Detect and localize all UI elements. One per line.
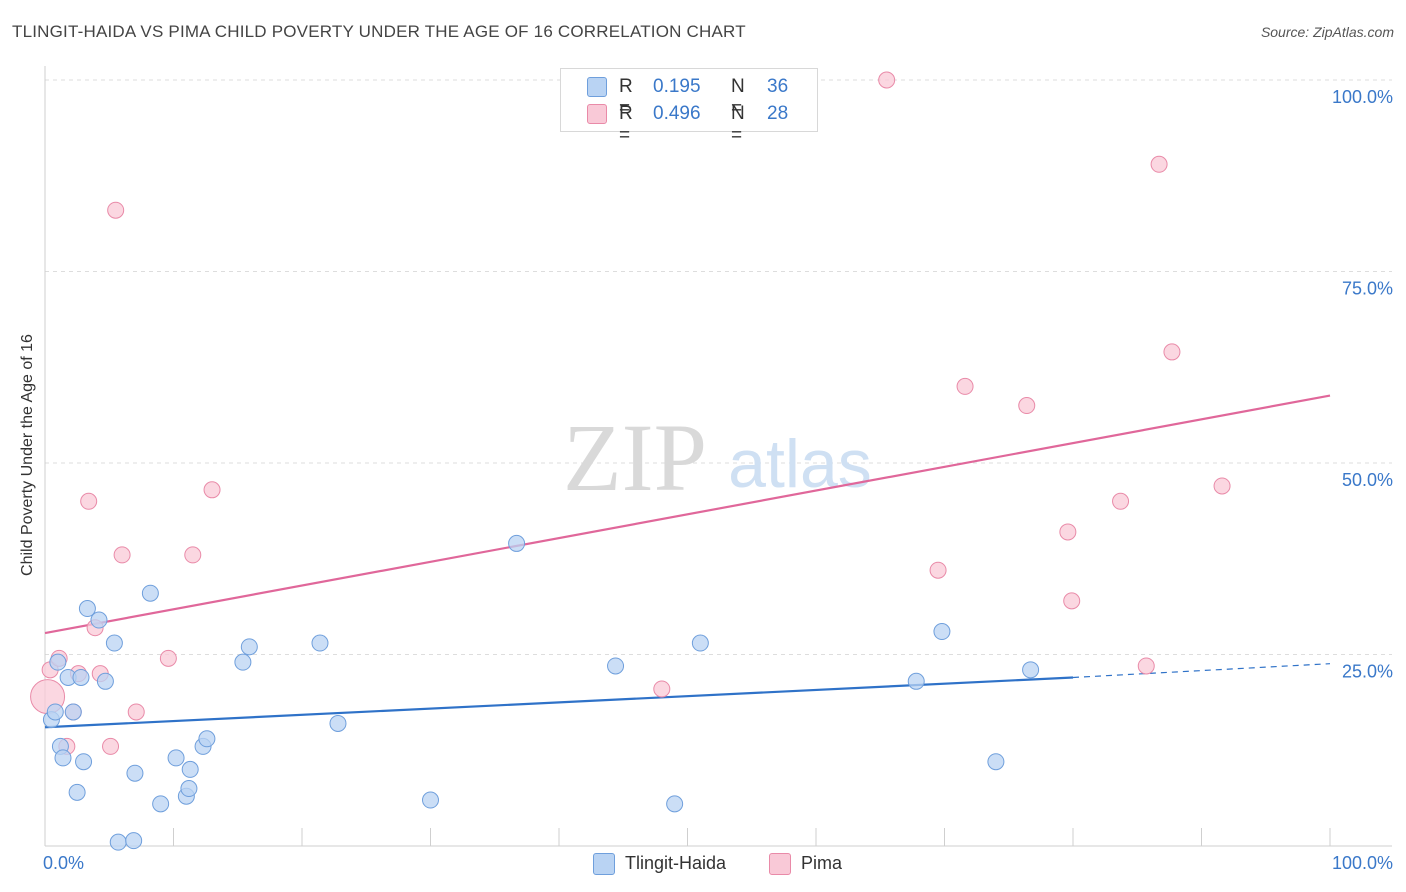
point-tlingit-haida xyxy=(180,780,198,798)
point-pima xyxy=(878,71,896,89)
x-tick-label: 100.0% xyxy=(1332,853,1393,873)
legend-r-label: R = xyxy=(619,76,633,119)
legend-label-pima: Pima xyxy=(801,853,843,873)
point-tlingit-haida xyxy=(198,730,216,748)
point-tlingit-haida xyxy=(167,749,185,767)
legend-swatch-pink xyxy=(769,853,791,875)
chart-title: TLINGIT-HAIDA VS PIMA CHILD POVERTY UNDE… xyxy=(12,22,746,41)
x-tick-label: 0.0% xyxy=(43,853,84,873)
legend-r-value: 0.195 xyxy=(653,76,701,97)
point-pima xyxy=(159,649,177,667)
point-pima xyxy=(1059,523,1077,541)
point-tlingit-haida xyxy=(125,832,143,850)
point-tlingit-haida xyxy=(508,534,526,552)
point-tlingit-haida xyxy=(90,611,108,629)
point-pima xyxy=(102,737,120,755)
point-tlingit-haida xyxy=(933,623,951,641)
point-tlingit-haida xyxy=(240,638,258,656)
point-tlingit-haida xyxy=(78,600,96,618)
point-tlingit-haida xyxy=(126,764,144,782)
point-pima xyxy=(1018,397,1036,415)
point-tlingit-haida xyxy=(109,833,127,851)
tick-labels: 25.0% 50.0% 75.0% 100.0% 0.0% 100.0% xyxy=(43,87,1393,873)
legend-swatch-blue xyxy=(587,77,607,97)
data-points xyxy=(30,71,1231,851)
point-pima xyxy=(1137,657,1155,675)
point-tlingit-haida xyxy=(72,668,90,686)
watermark-zip: ZIP xyxy=(563,404,707,511)
point-tlingit-haida xyxy=(987,753,1005,771)
point-tlingit-haida xyxy=(49,653,67,671)
point-pima xyxy=(113,546,131,564)
point-tlingit-haida xyxy=(234,653,252,671)
legend-label-tlingit-haida: Tlingit-Haida xyxy=(625,853,727,873)
point-pima xyxy=(1063,592,1081,610)
point-tlingit-haida xyxy=(691,634,709,652)
point-tlingit-haida xyxy=(54,749,72,767)
point-tlingit-haida xyxy=(141,584,159,602)
stats-legend: R = 0.195 N = 36 R = 0.496 N = 28 xyxy=(560,68,818,146)
point-pima xyxy=(929,561,947,579)
point-tlingit-haida xyxy=(96,672,114,690)
y-tick-label: 75.0% xyxy=(1342,279,1393,299)
legend-swatch-pink xyxy=(587,104,607,124)
point-tlingit-haida xyxy=(607,657,625,675)
point-pima xyxy=(127,703,145,721)
legend-r-label: R = xyxy=(619,103,633,146)
point-tlingit-haida xyxy=(105,634,123,652)
legend-n-value: 36 xyxy=(767,76,789,97)
point-pima xyxy=(1213,477,1231,495)
trend-line-pima xyxy=(44,394,1331,635)
point-pima xyxy=(1112,492,1130,510)
point-pima xyxy=(80,492,98,510)
point-tlingit-haida xyxy=(46,703,64,721)
trend-line-tlingit-haida xyxy=(44,676,1074,729)
point-pima xyxy=(653,680,671,698)
point-tlingit-haida xyxy=(68,783,86,801)
point-tlingit-haida xyxy=(311,634,329,652)
watermark-atlas: atlas xyxy=(728,426,872,502)
legend-swatch-blue xyxy=(593,853,615,875)
axes xyxy=(44,66,1392,847)
y-tick-label: 50.0% xyxy=(1342,470,1393,490)
legend-n-label: N = xyxy=(731,76,745,119)
point-pima xyxy=(107,201,125,219)
legend-n-value: 28 xyxy=(767,103,789,124)
point-tlingit-haida xyxy=(329,714,347,732)
point-tlingit-haida xyxy=(75,753,93,771)
point-tlingit-haida xyxy=(907,672,925,690)
grid-lines xyxy=(45,79,1392,655)
source-credit: Source: ZipAtlas.com xyxy=(1260,24,1394,40)
y-tick-label: 100.0% xyxy=(1332,87,1393,107)
point-tlingit-haida xyxy=(666,795,684,813)
trend-line-tlingit-haida-extension xyxy=(1072,663,1331,679)
point-tlingit-haida xyxy=(181,760,199,778)
point-pima xyxy=(203,481,221,499)
point-pima xyxy=(1150,155,1168,173)
point-tlingit-haida xyxy=(422,791,439,809)
point-pima xyxy=(1163,343,1181,361)
point-tlingit-haida xyxy=(64,703,82,721)
legend-r-value: 0.496 xyxy=(653,103,701,124)
point-pima xyxy=(956,377,974,395)
legend-n-label: N = xyxy=(731,103,745,146)
point-tlingit-haida xyxy=(1022,661,1040,679)
trend-lines xyxy=(44,394,1331,729)
point-pima xyxy=(184,546,202,564)
watermark: ZIP atlas xyxy=(563,404,872,511)
point-tlingit-haida xyxy=(152,795,170,813)
y-tick-label: 25.0% xyxy=(1342,662,1393,682)
